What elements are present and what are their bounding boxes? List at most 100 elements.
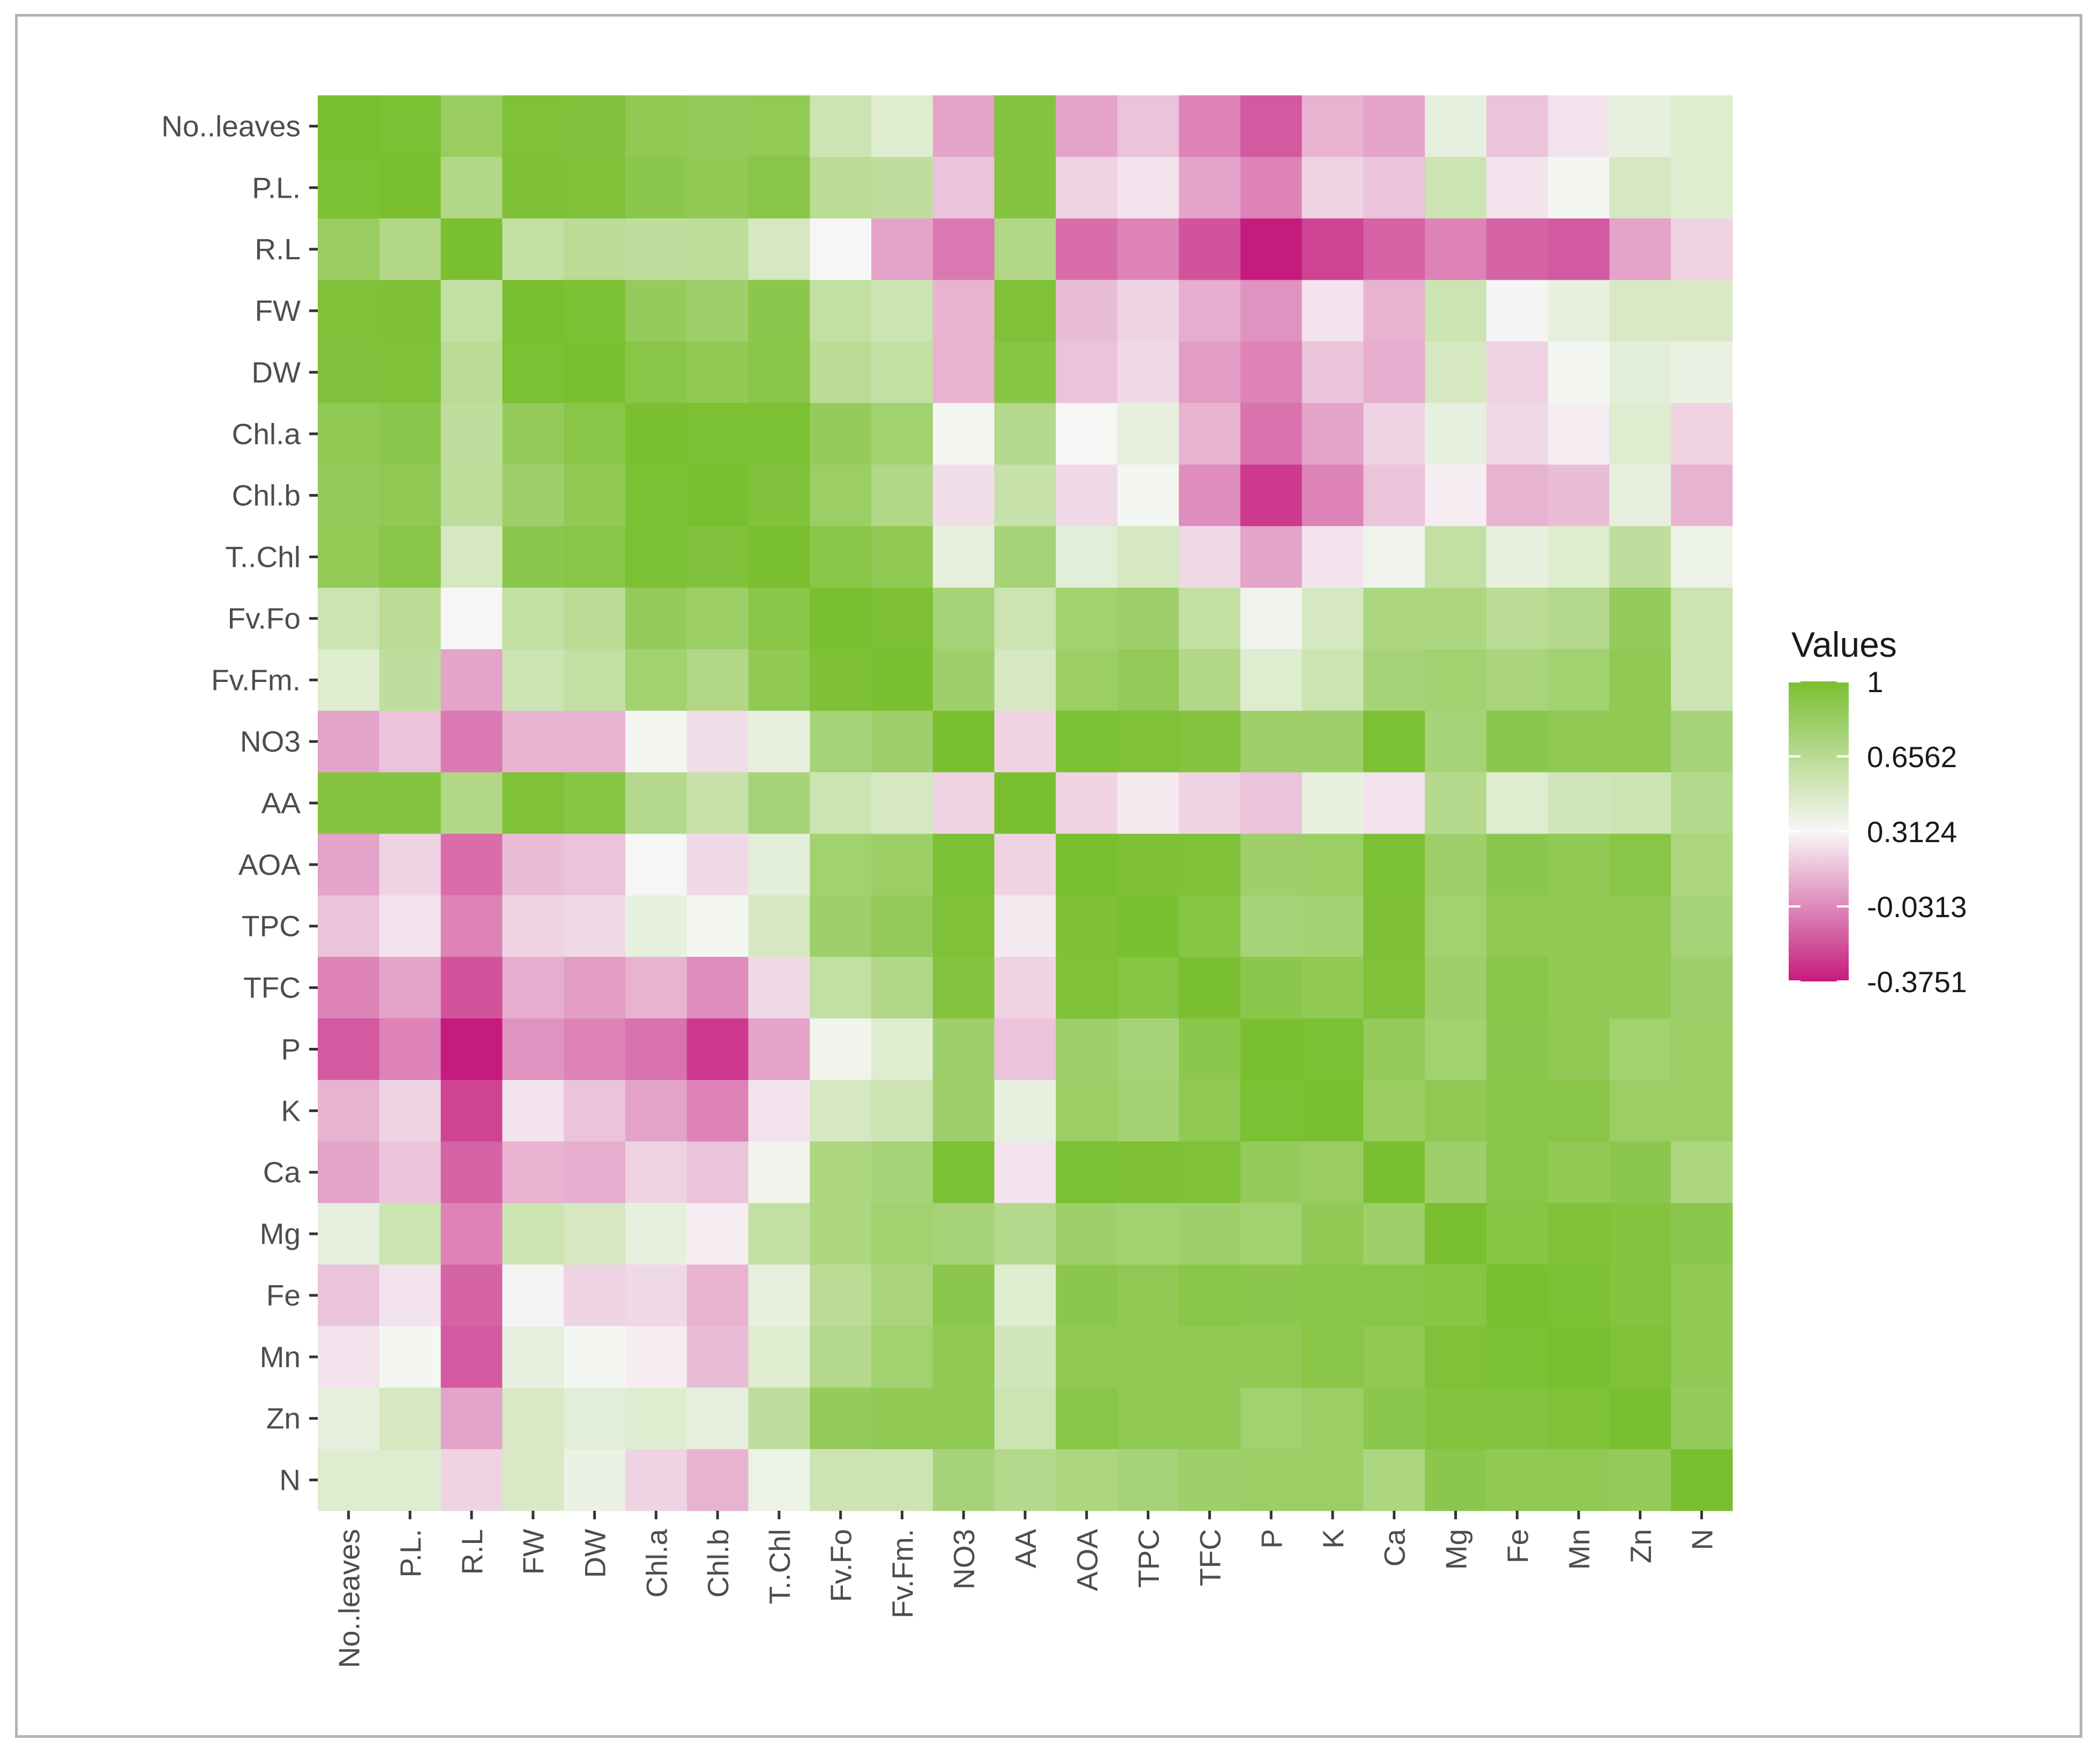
heatmap-cell-Mg-P xyxy=(1240,1203,1303,1265)
heatmap-cell-Zn-Fe xyxy=(1486,1388,1549,1450)
x-tick-label: Chl.b xyxy=(701,1529,735,1598)
heatmap-cell-T..Chl-Chl.a xyxy=(625,526,687,588)
heatmap-cell-K-NO3 xyxy=(932,1079,995,1142)
heatmap-cell-Ca-DW xyxy=(564,1141,626,1204)
heatmap-cell-Mg-Chl.b xyxy=(686,1203,749,1265)
heatmap-cell-Fe-P.L. xyxy=(379,1264,442,1326)
heatmap-cell-AOA-Chl.a xyxy=(625,834,687,896)
heatmap-cell-Fv.Fo-Chl.a xyxy=(625,587,687,650)
heatmap-cell-Fv.Fo-TFC xyxy=(1178,587,1241,650)
heatmap-cell-Fv.Fm.-NO3 xyxy=(932,649,995,711)
heatmap-cell-R.L-Chl.a xyxy=(625,218,687,281)
legend-label: -0.3751 xyxy=(1867,965,1967,999)
heatmap-cell-Fv.Fm.-Ca xyxy=(1363,649,1425,711)
heatmap-cell-P-T..Chl xyxy=(748,1018,810,1081)
heatmap-cell-R.L-Fv.Fm. xyxy=(871,218,933,281)
heatmap-cell-AA-P xyxy=(1240,772,1303,835)
heatmap-cell-FW-Mn xyxy=(1548,280,1610,342)
heatmap-cell-Fv.Fm.-FW xyxy=(502,649,564,711)
heatmap-cell-T..Chl-R.L xyxy=(440,526,503,588)
heatmap-cell-Fv.Fm.-DW xyxy=(564,649,626,711)
x-tick-label: Mg xyxy=(1439,1529,1473,1570)
heatmap-cell-No..leaves-P xyxy=(1240,95,1303,158)
heatmap-cell-NO3-Mg xyxy=(1425,710,1487,773)
heatmap-cell-DW-Zn xyxy=(1609,341,1671,403)
heatmap-cell-No..leaves-NO3 xyxy=(932,95,995,158)
y-tick-label: P xyxy=(281,1032,301,1066)
heatmap-cell-Mg-K xyxy=(1302,1203,1364,1265)
heatmap-cell-Ca-Fv.Fm. xyxy=(871,1141,933,1204)
x-tick-label: Mn xyxy=(1563,1529,1596,1570)
heatmap-cell-N-Fv.Fm. xyxy=(871,1449,933,1511)
heatmap-cell-TPC-NO3 xyxy=(932,895,995,957)
heatmap-cell-AOA-K xyxy=(1302,834,1364,896)
heatmap-cell-K-No..leaves xyxy=(318,1079,380,1142)
heatmap-cell-Fv.Fm.-No..leaves xyxy=(318,649,380,711)
heatmap-cell-N-Chl.b xyxy=(686,1449,749,1511)
heatmap-cell-NO3-K xyxy=(1302,710,1364,773)
y-tick-label: Ca xyxy=(263,1156,301,1189)
y-tick-label: T..Chl xyxy=(225,541,301,574)
heatmap-cell-Fv.Fo-Mn xyxy=(1548,587,1610,650)
heatmap-cell-No..leaves-No..leaves xyxy=(318,95,380,158)
heatmap-cell-Fv.Fm.-TPC xyxy=(1117,649,1179,711)
legend-title: Values xyxy=(1791,625,1897,664)
heatmap-cell-Fe-AA xyxy=(994,1264,1056,1326)
heatmap-cell-Chl.a-TFC xyxy=(1178,403,1241,465)
heatmap-cell-Chl.b-R.L xyxy=(440,464,503,527)
heatmap-cell-Zn-AOA xyxy=(1056,1388,1118,1450)
heatmap-cell-AOA-R.L xyxy=(440,834,503,896)
heatmap-cell-Chl.b-N xyxy=(1671,464,1733,527)
heatmap-cell-K-Chl.b xyxy=(686,1079,749,1142)
heatmap-cell-Chl.a-N xyxy=(1671,403,1733,465)
heatmap-cell-Fv.Fo-No..leaves xyxy=(318,587,380,650)
heatmap-cell-TPC-AA xyxy=(994,895,1056,957)
heatmap-cell-Ca-P.L. xyxy=(379,1141,442,1204)
heatmap-cell-TPC-P.L. xyxy=(379,895,442,957)
heatmap-cell-Chl.a-NO3 xyxy=(932,403,995,465)
heatmap-cell-NO3-Fv.Fo xyxy=(810,710,872,773)
heatmap-cell-TFC-T..Chl xyxy=(748,957,810,1019)
heatmap-cell-TFC-Fv.Fm. xyxy=(871,957,933,1019)
heatmap-cell-Mg-Ca xyxy=(1363,1203,1425,1265)
x-tick-label: Fv.Fm. xyxy=(886,1529,919,1618)
heatmap-cell-P.L.-P xyxy=(1240,156,1303,219)
heatmap-cell-Chl.b-Mg xyxy=(1425,464,1487,527)
heatmap-cell-R.L-T..Chl xyxy=(748,218,810,281)
heatmap-cell-R.L-Ca xyxy=(1363,218,1425,281)
heatmap-cell-No..leaves-Fv.Fm. xyxy=(871,95,933,158)
heatmap-cell-Zn-Mn xyxy=(1548,1388,1610,1450)
heatmap-cell-Fe-AOA xyxy=(1056,1264,1118,1326)
heatmap-cell-No..leaves-AA xyxy=(994,95,1056,158)
heatmap-cell-Chl.b-P xyxy=(1240,464,1303,527)
heatmap-cell-Fv.Fm.-K xyxy=(1302,649,1364,711)
heatmap-cell-Zn-Mg xyxy=(1425,1388,1487,1450)
heatmap-cell-Mn-Ca xyxy=(1363,1326,1425,1388)
heatmap-cell-P-Fv.Fm. xyxy=(871,1018,933,1081)
heatmap-cell-P-FW xyxy=(502,1018,564,1081)
heatmap-cell-FW-Zn xyxy=(1609,280,1671,342)
heatmap-cell-Mg-FW xyxy=(502,1203,564,1265)
heatmap-cell-AOA-P.L. xyxy=(379,834,442,896)
heatmap-cell-P.L.-Fv.Fm. xyxy=(871,156,933,219)
heatmap-cell-Zn-Fv.Fo xyxy=(810,1388,872,1450)
heatmap-cell-DW-K xyxy=(1302,341,1364,403)
heatmap-cell-T..Chl-Fe xyxy=(1486,526,1549,588)
heatmap-cell-Chl.b-Chl.a xyxy=(625,464,687,527)
heatmap-cell-DW-Fv.Fo xyxy=(810,341,872,403)
heatmap-cell-N-Zn xyxy=(1609,1449,1671,1511)
heatmap-cell-Mn-FW xyxy=(502,1326,564,1388)
heatmap-cell-TFC-TFC xyxy=(1178,957,1241,1019)
heatmap-cell-T..Chl-AA xyxy=(994,526,1056,588)
heatmap-cell-R.L-Zn xyxy=(1609,218,1671,281)
heatmap-cell-R.L-DW xyxy=(564,218,626,281)
heatmap-cell-FW-NO3 xyxy=(932,280,995,342)
heatmap-cell-N-AA xyxy=(994,1449,1056,1511)
heatmap-cell-K-DW xyxy=(564,1079,626,1142)
heatmap-cell-Fe-Chl.a xyxy=(625,1264,687,1326)
heatmap-cell-AOA-Fe xyxy=(1486,834,1549,896)
heatmap-cell-AA-K xyxy=(1302,772,1364,835)
heatmap-cell-P.L.-TFC xyxy=(1178,156,1241,219)
heatmap-cell-No..leaves-Mn xyxy=(1548,95,1610,158)
heatmap-cell-R.L-N xyxy=(1671,218,1733,281)
